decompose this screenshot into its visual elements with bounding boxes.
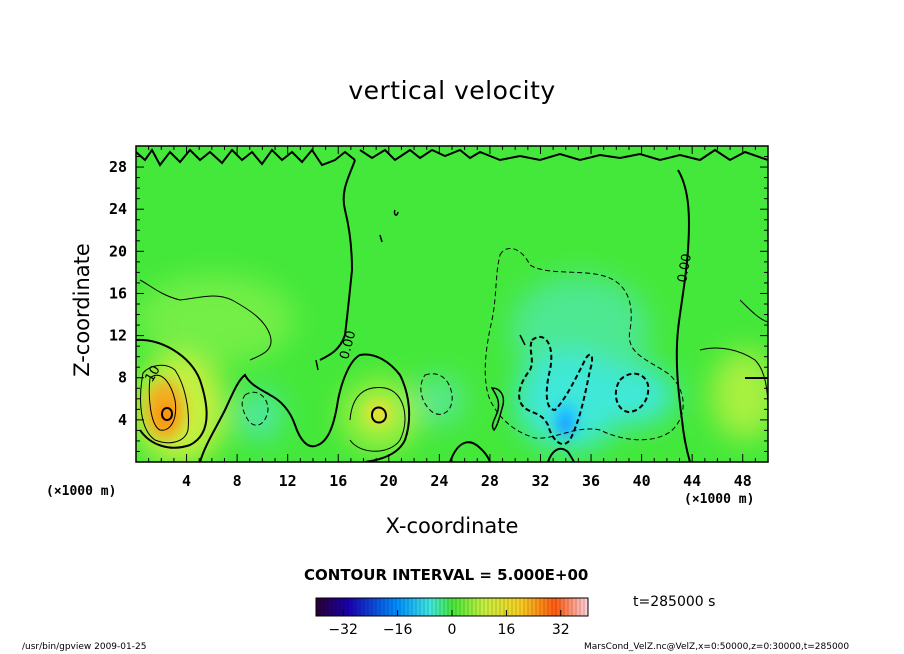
contour-label-zero-left: 0.00: [337, 329, 359, 361]
x-tick-label: 16: [329, 472, 347, 490]
x-axis-unit: (×1000 m): [684, 492, 755, 507]
colorbar-tick-label: −32: [328, 622, 358, 638]
y-tick-label: 8: [118, 369, 127, 387]
chart-title: vertical velocity: [348, 76, 556, 105]
negative-contours: [241, 247, 684, 445]
x-tick-label: 32: [531, 472, 549, 490]
footer-program: /usr/bin/gpview 2009-01-25: [22, 642, 147, 652]
y-tick-label: 12: [109, 327, 127, 345]
contour-lines: [136, 148, 768, 462]
x-tick-label: 36: [582, 472, 600, 490]
colorbar-tick-label: 32: [552, 622, 570, 638]
y-axis-unit: (×1000 m): [46, 484, 117, 499]
footer-source: MarsCond_VelZ.nc@VelZ,x=0:50000,z=0:3000…: [584, 642, 850, 652]
contour-interval: CONTOUR INTERVAL = 5.000E+00: [304, 566, 589, 584]
x-tick-label: 44: [683, 472, 701, 490]
x-tick-label: 12: [279, 472, 297, 490]
x-tick-label: 20: [380, 472, 398, 490]
x-tick-label: 4: [182, 472, 191, 490]
colorbar-bands: [319, 598, 585, 616]
y-axis: 4 8 12 16 20 24 28: [109, 156, 768, 452]
x-axis: 4 8 12 16 20 24 28 32 36 40 44 48: [148, 146, 756, 490]
y-tick-label: 4: [118, 411, 127, 429]
y-tick-label: 16: [109, 284, 127, 302]
time-label: t=285000 s: [633, 594, 716, 610]
contour-label-group: 10 0.00 0.00: [142, 253, 694, 385]
y-tick-label: 24: [109, 200, 127, 218]
x-tick-label: 8: [233, 472, 242, 490]
y-axis-label: Z-coordinate: [70, 243, 94, 377]
y-tick-label: 28: [109, 158, 127, 176]
x-tick-label: 48: [734, 472, 752, 490]
x-tick-label: 28: [481, 472, 499, 490]
colorbar-tick-label: −16: [383, 622, 413, 638]
x-tick-label: 24: [430, 472, 448, 490]
colorbar-tick-label: 16: [497, 622, 515, 638]
contour-label-pos: 10: [142, 363, 163, 385]
x-axis-label: X-coordinate: [385, 514, 519, 538]
contour-label-zero-right: 0.00: [675, 253, 695, 284]
y-tick-label: 20: [109, 242, 127, 260]
colorbar-axis: −32 −16 0 16 32: [328, 610, 570, 638]
x-tick-label: 40: [633, 472, 651, 490]
colorbar-tick-label: 0: [448, 622, 457, 638]
